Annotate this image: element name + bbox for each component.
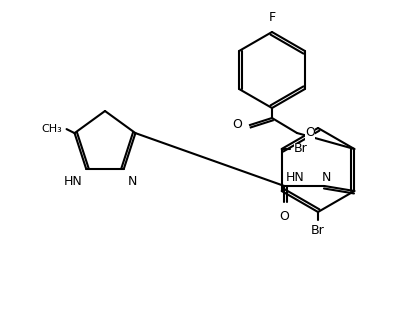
Text: Br: Br (293, 142, 307, 156)
Text: Br: Br (311, 224, 325, 237)
Text: O: O (232, 119, 242, 132)
Text: O: O (280, 210, 289, 223)
Text: CH₃: CH₃ (42, 124, 63, 134)
Text: F: F (268, 11, 276, 24)
Text: HN: HN (63, 175, 82, 188)
Text: HN: HN (286, 171, 305, 184)
Text: N: N (128, 175, 137, 188)
Text: O: O (305, 127, 315, 140)
Text: N: N (322, 171, 331, 184)
